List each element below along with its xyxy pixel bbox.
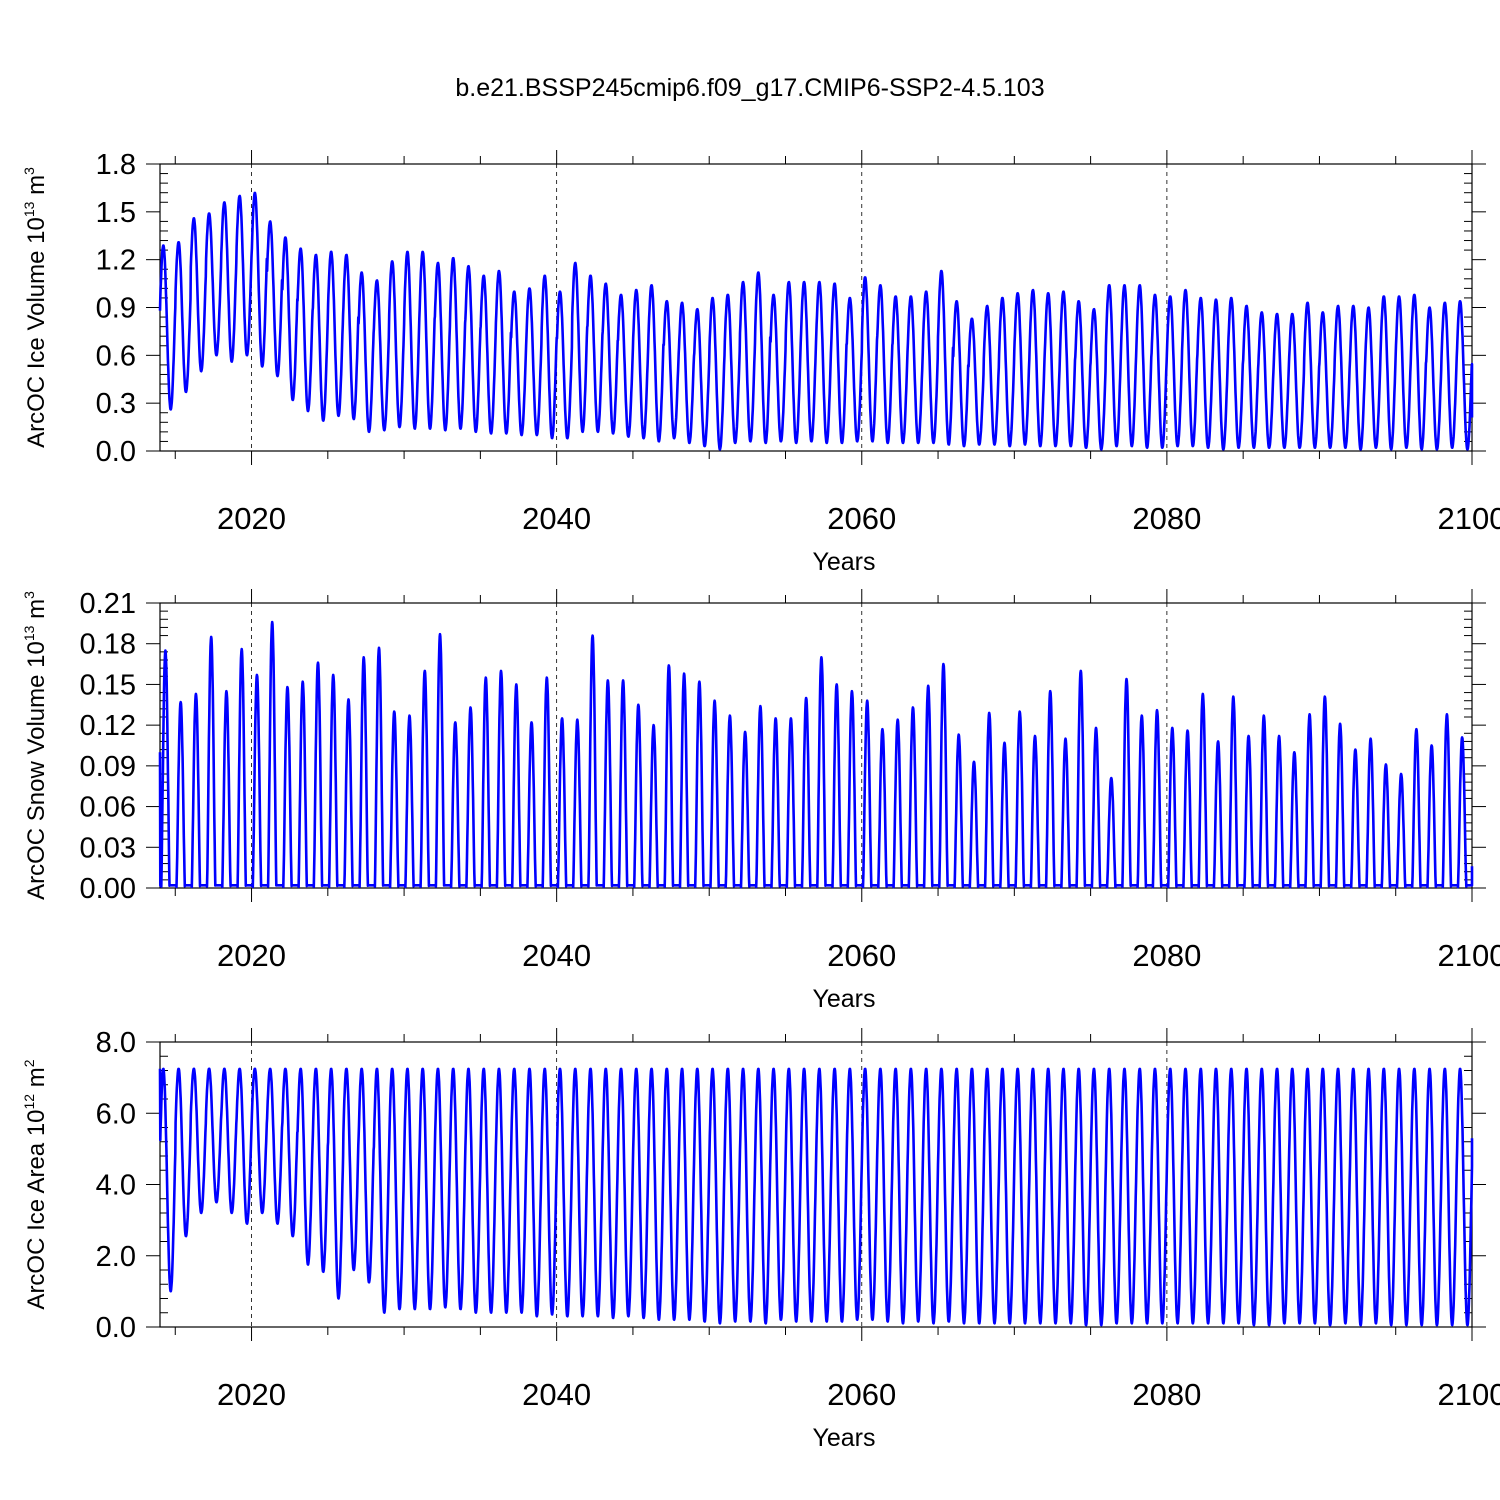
y-tick-label: 0.06 bbox=[80, 792, 136, 824]
y-axis-label: ArcOC Snow Volume 1013 m3 bbox=[21, 591, 50, 900]
y-tick-label: 1.5 bbox=[96, 197, 136, 229]
series-line-snow-volume bbox=[158, 620, 1474, 889]
y-tick-label: 4.0 bbox=[96, 1170, 136, 1202]
y-tick-label: 0.00 bbox=[80, 873, 136, 905]
panel-ice-area: 0.0 2.0 4.0 6.0 8.0 2020 2040 2060 2080 2100 Years… bbox=[21, 1027, 1500, 1452]
y-tick-label: 6.0 bbox=[96, 1098, 136, 1130]
x-tick-label: 2020 bbox=[217, 938, 286, 973]
x-axis-label: Years bbox=[812, 1424, 875, 1452]
panel-snow-volume: 0.00 0.03 0.06 0.09 0.12 0.15 0.18 0.21 2020 2040… bbox=[21, 588, 1500, 1013]
y-axis-label-part: 13 bbox=[21, 201, 37, 217]
y-tick-label: 0.12 bbox=[80, 710, 136, 742]
y-tick-label: 1.2 bbox=[96, 245, 136, 277]
x-tick-label: 2080 bbox=[1132, 938, 1201, 973]
y-axis-label-part: m bbox=[23, 175, 50, 202]
x-axis-label: Years bbox=[812, 548, 875, 576]
x-tick-label: 2100 bbox=[1438, 501, 1500, 536]
x-axis-label: Years bbox=[812, 985, 875, 1013]
x-tick-label: 2080 bbox=[1132, 501, 1201, 536]
y-tick-label: 0.09 bbox=[80, 751, 136, 783]
y-tick-label: 0.0 bbox=[96, 436, 136, 468]
y-axis-label: ArcOC Ice Volume 1013 m3 bbox=[21, 167, 50, 448]
x-tick-label: 2040 bbox=[522, 501, 591, 536]
y-tick-label: 8.0 bbox=[96, 1027, 136, 1059]
x-tick-label: 2020 bbox=[217, 501, 286, 536]
series-line-ice-volume bbox=[158, 191, 1474, 451]
y-axis-label-part: 3 bbox=[21, 167, 37, 175]
y-tick-label: 0.18 bbox=[80, 629, 136, 661]
y-tick-label: 0.0 bbox=[96, 1312, 136, 1344]
y-tick-label: 0.03 bbox=[80, 832, 136, 864]
y-axis-label-part: m bbox=[23, 1067, 50, 1094]
x-tick-label: 2060 bbox=[827, 501, 896, 536]
y-tick-label: 0.6 bbox=[96, 340, 136, 372]
chart-title: b.e21.BSSP245cmip6.f09_g17.CMIP6-SSP2-4.… bbox=[455, 74, 1044, 102]
panel-ice-volume: 0.0 0.3 0.6 0.9 1.2 1.5 1.8 2020 2040 2060 2080 210… bbox=[21, 149, 1500, 576]
x-tick-label: 2060 bbox=[827, 1377, 896, 1412]
plot-frame bbox=[159, 602, 1473, 889]
x-tick-label: 2040 bbox=[522, 1377, 591, 1412]
y-axis-label-part: 2 bbox=[21, 1059, 37, 1067]
y-axis-label-part: 13 bbox=[21, 625, 37, 641]
y-axis-label-part: m bbox=[23, 599, 50, 626]
y-axis-label-part: 3 bbox=[21, 591, 37, 599]
y-tick-label: 0.9 bbox=[96, 293, 136, 325]
y-axis-label-part: ArcOC Snow Volume 10 bbox=[23, 641, 50, 900]
x-tick-label: 2040 bbox=[522, 938, 591, 973]
y-axis-label-part: 12 bbox=[21, 1094, 37, 1110]
x-tick-label: 2060 bbox=[827, 938, 896, 973]
y-tick-label: 0.21 bbox=[80, 588, 136, 620]
x-tick-label: 2020 bbox=[217, 1377, 286, 1412]
y-axis-label-part: ArcOC Ice Volume 10 bbox=[23, 217, 50, 448]
y-axis-label-part: ArcOC Ice Area 10 bbox=[23, 1109, 50, 1309]
y-tick-label: 2.0 bbox=[96, 1241, 136, 1273]
x-tick-label: 2080 bbox=[1132, 1377, 1201, 1412]
series-line-ice-area bbox=[158, 1067, 1474, 1327]
y-tick-label: 0.15 bbox=[80, 669, 136, 701]
y-tick-label: 1.8 bbox=[96, 149, 136, 181]
y-axis-label: ArcOC Ice Area 1012 m2 bbox=[21, 1059, 50, 1309]
y-tick-label: 0.3 bbox=[96, 388, 136, 420]
x-tick-label: 2100 bbox=[1438, 938, 1500, 973]
x-tick-label: 2100 bbox=[1438, 1377, 1500, 1412]
